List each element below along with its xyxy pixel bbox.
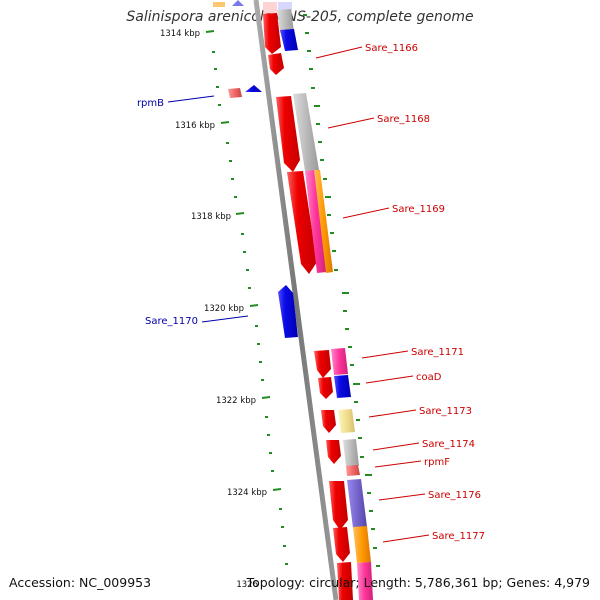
- kbp-tick: [249, 304, 259, 307]
- kbp-label: 1324 kbp: [227, 488, 267, 498]
- backbone-line: [253, 0, 339, 600]
- kbp-label: 1318 kbp: [191, 212, 231, 222]
- gene-Sare_1169[interactable]: [287, 171, 317, 274]
- gene-label-Sare_1174[interactable]: Sare_1174: [422, 439, 475, 450]
- kbp-axis: 1314 kbp 1316 kbp 1318 kbp 1320 kbp 1322…: [160, 29, 282, 590]
- cog-block: [343, 439, 359, 467]
- kbp-label: 1326: [236, 580, 258, 590]
- forward-gene-labels: Sare_1166 Sare_1168 Sare_1169 Sare_1171 …: [315, 43, 485, 543]
- gene-label-Sare_1168[interactable]: Sare_1168: [377, 114, 430, 125]
- gene-label-rpmB[interactable]: rpmB: [137, 98, 164, 109]
- gene-label-Sare_1177[interactable]: Sare_1177: [432, 531, 485, 542]
- kbp-label: 1316 kbp: [175, 121, 215, 131]
- gene-next[interactable]: [337, 562, 353, 600]
- gene-Sare_1168[interactable]: [276, 96, 300, 172]
- kbp-tick: [272, 488, 282, 491]
- cog-block: [338, 409, 355, 433]
- gene-rpmB-arrow[interactable]: [245, 85, 262, 92]
- cog-block: [357, 562, 373, 600]
- gene-Sare_1166a[interactable]: [263, 13, 281, 54]
- gene-coaD[interactable]: [318, 377, 333, 399]
- minor-ticks-right: [303, 14, 380, 567]
- kbp-tick: [261, 396, 271, 399]
- cog-block: [334, 375, 351, 398]
- cog-block: [293, 93, 319, 171]
- gene-label-Sare_1166[interactable]: Sare_1166: [365, 43, 418, 54]
- gene-label-Sare_1170[interactable]: Sare_1170: [145, 316, 198, 327]
- gene-label-Sare_1171[interactable]: Sare_1171: [411, 347, 464, 358]
- reverse-gene-labels: rpmB Sare_1170: [137, 95, 249, 327]
- gene-Sare_1166b[interactable]: [268, 53, 284, 75]
- cog-block: [314, 170, 333, 273]
- gene-Sare_1170[interactable]: [278, 285, 298, 338]
- gene-label-Sare_1169[interactable]: Sare_1169: [392, 204, 445, 215]
- topology-label: Topology: circular; Length: 5,786,361 bp…: [246, 575, 590, 590]
- gene-label-rpmF[interactable]: rpmF: [424, 457, 450, 468]
- cog-block: [346, 465, 360, 476]
- cog-block: [353, 526, 371, 563]
- cog-block: [331, 348, 348, 375]
- gene-Sare_1173[interactable]: [321, 410, 336, 433]
- gene-Sare_1174[interactable]: [326, 440, 341, 464]
- cog-block: [277, 9, 294, 33]
- gene-label-Sare_1173[interactable]: Sare_1173: [419, 406, 472, 417]
- gene-Sare_1171[interactable]: [314, 350, 331, 378]
- cog-block: [305, 170, 327, 273]
- cog-block: [280, 29, 298, 51]
- kbp-label: 1314 kbp: [160, 29, 200, 39]
- kbp-tick: [220, 121, 230, 124]
- gene-Sare_1176[interactable]: [329, 481, 348, 530]
- cds-track: [263, 13, 353, 600]
- cog-block: [347, 479, 367, 528]
- cog-track: [277, 9, 373, 600]
- map-title: Salinispora arenicola CNS-205, complete …: [126, 9, 474, 25]
- minor-ticks-left: [212, 51, 288, 565]
- gene-Sare_1177[interactable]: [333, 527, 350, 562]
- accession-label: Accession: NC_009953: [9, 575, 152, 590]
- gene-rpmB-rna[interactable]: [228, 88, 242, 98]
- gene-label-coaD[interactable]: coaD: [416, 372, 442, 383]
- kbp-label: 1322 kbp: [216, 396, 256, 406]
- top-faded-features: [213, 0, 292, 14]
- kbp-tick: [235, 212, 245, 215]
- gene-label-Sare_1176[interactable]: Sare_1176: [428, 490, 481, 501]
- kbp-label: 1320 kbp: [204, 304, 244, 314]
- kbp-tick: [205, 30, 215, 33]
